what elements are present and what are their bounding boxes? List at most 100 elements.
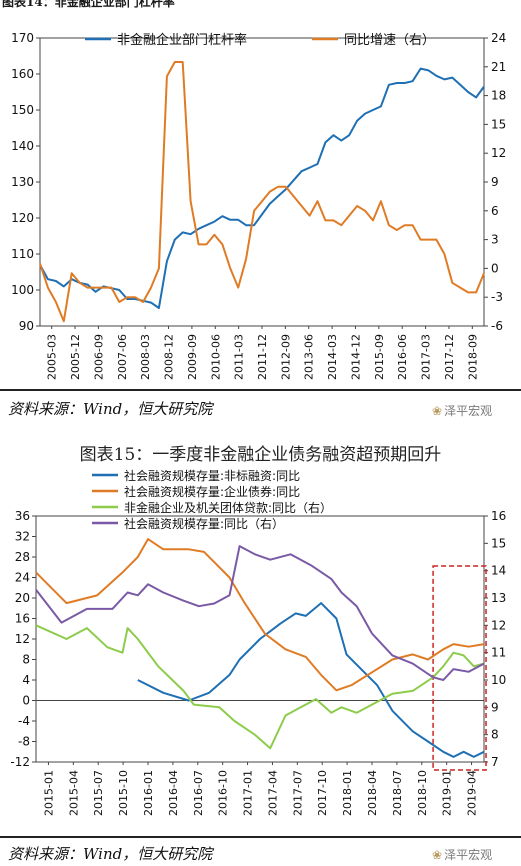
x-tick-label: 2016-01 xyxy=(142,770,155,816)
x-tick-label: 2017-12 xyxy=(443,334,456,380)
x-tick-label: 2009-09 xyxy=(186,334,199,380)
chart-leverage: 90 100 110 120 130 140 150 160 170 -6 -3 0 3 6 9 12 15 18… xyxy=(11,31,506,380)
x-tick-label: 2017-04 xyxy=(266,770,279,816)
y-tick-label: 16 xyxy=(15,612,30,626)
x-tick-label: 2017-07 xyxy=(291,770,304,816)
y-tick-label: 140 xyxy=(11,139,34,153)
y-tick-label: 28 xyxy=(15,550,30,564)
top-title-fragment: 图表14：非金融企业部门杠杆率 xyxy=(2,0,175,9)
x-tick-label: 2015-04 xyxy=(67,770,80,816)
y-tick-label: 160 xyxy=(11,67,34,81)
x-tick-label: 2016-04 xyxy=(167,770,180,816)
y2-tick-label: 10 xyxy=(491,673,506,687)
source-note-1: 资料来源：Wind，恒大研究院 xyxy=(8,400,213,418)
x-tick-label: 2018-09 xyxy=(466,334,479,380)
y2-tick-label: 7 xyxy=(491,755,499,769)
y-tick-label: 0 xyxy=(22,694,30,708)
wechat-logo-icon: ❀ xyxy=(432,848,443,862)
y-tick-label: 20 xyxy=(15,591,30,605)
y2-tick-label: 9 xyxy=(491,700,499,714)
x-tick-label: 2006-09 xyxy=(92,334,105,380)
y2-tick-label: 3 xyxy=(491,233,499,247)
wechat-logo-icon: ❀ xyxy=(432,404,443,418)
y2-tick-label: 13 xyxy=(491,591,506,605)
y2-tick-label: 15 xyxy=(491,536,506,550)
x-tick-label: 2007-06 xyxy=(116,334,129,380)
x-tick-label: 2015-10 xyxy=(117,770,130,816)
x-tick-label: 2011-12 xyxy=(256,334,269,380)
plot-frame xyxy=(39,37,485,327)
top-strip: 图表14：非金融企业部门杠杆率 xyxy=(0,0,521,10)
logo-text-1: 泽平宏观 xyxy=(444,404,493,418)
series-line-2 xyxy=(35,538,485,692)
x-tick-label: 2018-04 xyxy=(366,770,379,816)
x-tick-label: 2014-12 xyxy=(349,334,362,380)
x-tick-label: 2005-03 xyxy=(46,334,59,380)
divider-1 xyxy=(0,389,521,391)
y-tick-label: 110 xyxy=(11,247,34,261)
x-tick-label: 2008-12 xyxy=(163,334,176,380)
y2-tick-label: 14 xyxy=(491,564,506,578)
y-tick-label: 170 xyxy=(11,31,34,45)
legend-label-1: 非金融企业部门杠杆率 xyxy=(117,32,247,48)
series-line-1 xyxy=(137,602,485,758)
x-tick-label: 2010-06 xyxy=(209,334,222,380)
y2-tick-label: 24 xyxy=(491,31,506,45)
y-tick-label: 130 xyxy=(11,175,34,189)
chart2-caption: 图表15：一季度非金融企业债务融资超预期回升 xyxy=(79,445,442,465)
y2-tick-label: 9 xyxy=(491,175,499,189)
series-line-4 xyxy=(35,545,485,681)
y2-tick-label: 15 xyxy=(491,117,506,131)
x-tick-label: 2008-03 xyxy=(139,334,152,380)
x-tick-label: 2013-06 xyxy=(303,334,316,380)
y-tick-label: 100 xyxy=(11,283,34,297)
y-tick-label: 150 xyxy=(11,103,34,117)
y2-tick-label: 12 xyxy=(491,618,506,632)
y-tick-label: 4 xyxy=(22,673,30,687)
x-tick-label: 2011-03 xyxy=(233,334,246,380)
x-tick-label: 2016-06 xyxy=(396,334,409,380)
y2-tick-label: 21 xyxy=(491,60,506,74)
x-tick-label: 2017-01 xyxy=(242,770,255,816)
legend-label-1: 社会融资规模存量:非标融资:同比 xyxy=(124,468,300,483)
y-tick-label: 36 xyxy=(15,509,30,523)
x-tick-label: 2005-12 xyxy=(69,334,82,380)
legend-label-3: 非金融企业及机关团体贷款:同比（右） xyxy=(124,500,332,515)
y-tick-label: -8 xyxy=(18,735,30,749)
x-tick-label: 2015-07 xyxy=(92,770,105,816)
y-tick-label: 90 xyxy=(19,319,34,333)
y-tick-label: -4 xyxy=(18,714,30,728)
y2-tick-label: -6 xyxy=(491,319,503,333)
x-tick-label: 2016-07 xyxy=(192,770,205,816)
logo-2: ❀ 泽平宏观 xyxy=(432,846,492,863)
series-line-1 xyxy=(39,67,485,309)
y2-tick-label: 18 xyxy=(491,89,506,103)
y2-tick-label: -3 xyxy=(491,290,503,304)
series-line-2 xyxy=(39,61,485,323)
y2-tick-label: 12 xyxy=(491,146,506,160)
y-tick-label: 120 xyxy=(11,211,34,225)
x-tick-label: 2018-07 xyxy=(391,770,404,816)
y2-tick-label: 6 xyxy=(491,204,499,218)
x-tick-label: 2018-01 xyxy=(341,770,354,816)
highlight-box xyxy=(432,565,487,771)
x-tick-label: 2015-01 xyxy=(42,770,55,816)
x-tick-label: 2017-10 xyxy=(316,770,329,816)
legend-label-2: 同比增速（右） xyxy=(344,33,435,48)
x-tick-label: 2012-09 xyxy=(279,334,292,380)
y2-tick-label: 0 xyxy=(491,261,499,275)
legend-label-4: 社会融资规模存量:同比（右） xyxy=(124,516,284,531)
divider-2 xyxy=(0,836,521,838)
x-tick-label: 2019-04 xyxy=(466,770,479,816)
x-tick-label: 2018-10 xyxy=(416,770,429,816)
x-tick-label: 2017-03 xyxy=(420,334,433,380)
y2-tick-label: 16 xyxy=(491,509,506,523)
logo-1: ❀ 泽平宏观 xyxy=(432,402,492,419)
y-tick-label: 8 xyxy=(22,653,30,667)
legend-label-2: 社会融资规模存量:企业债券:同比 xyxy=(124,484,300,499)
y-tick-label: 32 xyxy=(15,530,30,544)
y2-tick-label: 11 xyxy=(491,646,506,660)
x-tick-label: 2016-10 xyxy=(217,770,230,816)
x-tick-label: 2015-09 xyxy=(373,334,386,380)
x-tick-label: 2014-03 xyxy=(326,334,339,380)
